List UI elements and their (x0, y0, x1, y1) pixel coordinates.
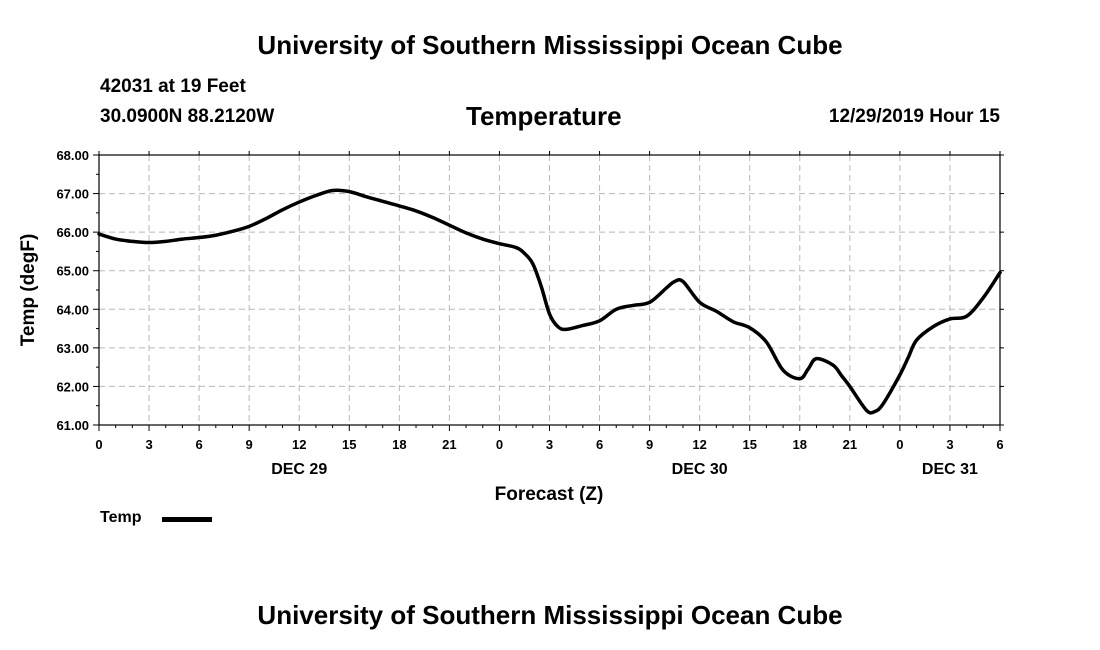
series-line-temp (97, 188, 1002, 415)
y-tick-label: 62.00 (56, 379, 89, 394)
x-tick-label: 18 (392, 437, 406, 452)
x-tick-label: 0 (95, 437, 102, 452)
legend-line-swatch (162, 517, 212, 522)
y-tick-label: 65.00 (56, 264, 89, 279)
x-tick-label: 15 (342, 437, 356, 452)
x-axis: 0 3 6 9 12 15 18 21 0 3 6 9 12 15 18 21 0 3 6 DEC 29 DEC 30 D… (95, 151, 1004, 478)
x-axis-label: Forecast (Z) (495, 484, 604, 505)
legend-label: Temp (100, 509, 142, 526)
x-tick-label: 9 (646, 437, 653, 452)
y-tick-label: 63.00 (56, 341, 89, 356)
series-group (97, 188, 1002, 415)
x-tick-label: 0 (496, 437, 503, 452)
x-tick-label: 6 (996, 437, 1003, 452)
x-tick-label: 3 (546, 437, 553, 452)
header-title: University of Southern Mississippi Ocean… (257, 30, 843, 60)
x-tick-label: 6 (596, 437, 603, 452)
coordinates-label: 30.0900N 88.2120W (100, 106, 275, 127)
day-label: DEC 29 (271, 461, 327, 478)
x-tick-label: 3 (946, 437, 953, 452)
x-tick-label: 12 (292, 437, 306, 452)
x-tick-label: 15 (742, 437, 756, 452)
x-tick-label: 21 (442, 437, 456, 452)
x-tick-label: 12 (692, 437, 706, 452)
y-tick-label: 64.00 (56, 302, 89, 317)
y-axis: 61.00 62.00 63.00 64.00 65.00 66.00 67.00 68.00 (56, 148, 1004, 433)
y-tick-label: 66.00 (56, 225, 89, 240)
x-tick-label: 21 (843, 437, 857, 452)
x-tick-label: 3 (145, 437, 152, 452)
x-tick-label: 9 (246, 437, 253, 452)
chart-title: Temperature (466, 101, 622, 131)
grid-lines (98, 154, 1001, 426)
timestamp-label: 12/29/2019 Hour 15 (828, 106, 1000, 127)
x-tick-label: 6 (195, 437, 202, 452)
y-tick-label: 67.00 (56, 187, 89, 202)
x-tick-label: 0 (896, 437, 903, 452)
station-label: 42031 at 19 Feet (100, 76, 246, 97)
y-tick-label: 68.00 (56, 148, 89, 163)
day-label: DEC 30 (672, 461, 728, 478)
y-tick-label: 61.00 (56, 418, 89, 433)
x-tick-label: 18 (793, 437, 807, 452)
day-label: DEC 31 (922, 461, 978, 478)
footer-title: University of Southern Mississippi Ocean… (257, 600, 843, 630)
y-axis-label: Temp (degF) (18, 234, 39, 347)
